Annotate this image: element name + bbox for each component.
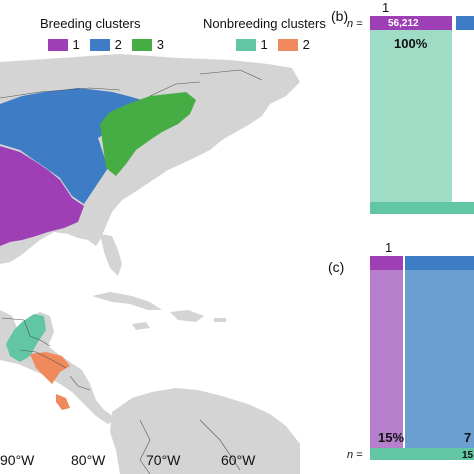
panel-c-left-flow bbox=[370, 270, 403, 448]
x-tick-80w: 80°W bbox=[71, 452, 106, 468]
breeding-legend: 1 2 3 bbox=[48, 36, 164, 54]
panel-c-right-top-bar bbox=[405, 256, 474, 270]
panel-b-flow bbox=[370, 30, 452, 202]
nonbreeding-label-1: 1 bbox=[260, 37, 268, 52]
panel-c-right-flow bbox=[405, 270, 474, 448]
nonbreeding-legend: 1 2 bbox=[236, 36, 310, 54]
breeding-label-1: 1 bbox=[72, 37, 80, 52]
panel-c-pct-left: 15% bbox=[378, 430, 405, 445]
nonbreeding-cluster-2-area bbox=[30, 352, 70, 384]
panel-b-alluvial bbox=[370, 16, 474, 214]
panel-b-n-label: n = bbox=[347, 18, 363, 30]
x-tick-70w: 70°W bbox=[146, 452, 181, 468]
nonbreeding-swatch-1 bbox=[236, 38, 256, 51]
panel-b-right-top-bar bbox=[456, 16, 474, 30]
hispaniola-land bbox=[170, 310, 204, 322]
breeding-cluster-1-area bbox=[0, 146, 84, 246]
panel-c-bottom-bar bbox=[370, 448, 474, 460]
range-map bbox=[0, 54, 300, 474]
nonbreeding-swatch-2 bbox=[278, 38, 299, 51]
panel-c-left-top-bar bbox=[370, 256, 403, 270]
south-america-land bbox=[110, 388, 300, 474]
nonbreeding-label-2: 2 bbox=[302, 37, 310, 52]
florida-land bbox=[100, 234, 122, 276]
panel-b-label: (b) bbox=[331, 8, 349, 24]
panel-c-n-label: n = bbox=[347, 449, 363, 461]
panel-b-percent: 100% bbox=[394, 36, 428, 51]
breeding-label-3: 3 bbox=[156, 37, 164, 52]
panel-c-category: 1 bbox=[385, 240, 393, 255]
panel-b-right-flow bbox=[456, 30, 474, 202]
nonbreeding-legend-title: Nonbreeding clusters bbox=[203, 16, 326, 31]
political-borders bbox=[0, 69, 263, 474]
nonbreeding-cluster-2-area-south bbox=[56, 394, 70, 410]
panel-b-bottom-bar bbox=[370, 202, 474, 214]
panel-c-pct-right: 7 bbox=[464, 430, 472, 445]
panel-c-n-value: 15 bbox=[462, 450, 474, 461]
x-tick-60w: 60°W bbox=[221, 452, 256, 468]
jamaica-land bbox=[132, 322, 150, 330]
breeding-cluster-3-area bbox=[100, 92, 196, 176]
x-tick-90w: 90°W bbox=[0, 452, 35, 468]
breeding-legend-title: Breeding clusters bbox=[40, 16, 141, 31]
breeding-label-2: 2 bbox=[114, 37, 122, 52]
panel-c-alluvial bbox=[370, 256, 474, 460]
breeding-swatch-1 bbox=[48, 38, 68, 51]
nonbreeding-cluster-1-area bbox=[6, 314, 46, 362]
breeding-swatch-2 bbox=[90, 38, 111, 51]
panel-b-category: 1 bbox=[382, 0, 390, 15]
panel-c-label: (c) bbox=[328, 259, 345, 275]
panel-b-n-value: 56,212 bbox=[388, 18, 419, 29]
breeding-swatch-3 bbox=[132, 38, 153, 51]
cuba-land bbox=[92, 292, 162, 310]
panel-b-top-bar bbox=[370, 16, 452, 30]
puerto-rico-land bbox=[214, 318, 226, 322]
